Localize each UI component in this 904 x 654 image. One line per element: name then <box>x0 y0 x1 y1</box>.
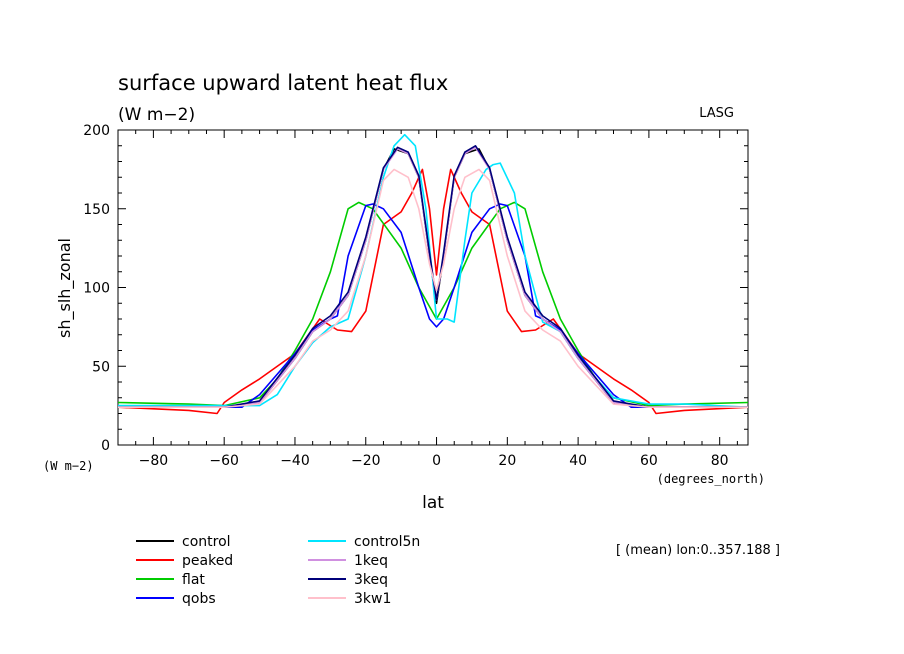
series-line-peaked <box>118 168 748 415</box>
x-tick-label: 0 <box>432 453 441 469</box>
y-unit-label: (W m−2) <box>43 459 94 473</box>
y-tick-label: 100 <box>83 281 110 297</box>
source-label: LASG <box>699 106 734 121</box>
x-tick-label: 80 <box>711 453 729 469</box>
legend: control peaked flat qobs control5n 1keq 3keq 3k… <box>136 534 420 607</box>
legend-label-control: control <box>182 534 231 550</box>
x-axis-label: lat <box>422 493 444 513</box>
x-tick-label: −60 <box>209 453 239 469</box>
chart-title: surface upward latent heat flux <box>118 71 448 95</box>
legend-label-qobs: qobs <box>182 591 216 607</box>
series-line-qobs <box>118 203 748 409</box>
x-tick-label: 20 <box>498 453 516 469</box>
y-tick-label: 150 <box>83 202 110 218</box>
x-unit-label: (degrees_north) <box>657 472 765 486</box>
legend-label-control5n: control5n <box>354 534 420 550</box>
x-tick-label: −20 <box>351 453 381 469</box>
legend-label-flat: flat <box>182 572 205 588</box>
y-axis-label: sh_slh_zonal <box>55 238 75 338</box>
chart-subtitle: (W m−2) <box>118 105 195 125</box>
plot-area: −80 −60 −40 −20 0 20 40 60 80 0 50 100 150 200 <box>83 123 749 469</box>
legend-label-peaked: peaked <box>182 553 233 569</box>
lon-mean-footnote: [ (mean) lon:0..357.188 ] <box>616 543 780 558</box>
x-tick-label: −80 <box>139 453 169 469</box>
y-tick-label: 0 <box>101 438 110 454</box>
x-tick-label: 40 <box>569 453 587 469</box>
legend-label-3kw1: 3kw1 <box>354 591 391 607</box>
x-tick-label: 60 <box>640 453 658 469</box>
y-tick-label: 200 <box>83 123 110 139</box>
legend-label-1keq: 1keq <box>354 553 388 569</box>
y-tick-label: 50 <box>92 359 110 375</box>
series-line-3keq <box>118 145 748 409</box>
legend-label-3keq: 3keq <box>354 572 388 588</box>
x-tick-label: −40 <box>280 453 310 469</box>
series-line-3kw1 <box>118 168 748 409</box>
